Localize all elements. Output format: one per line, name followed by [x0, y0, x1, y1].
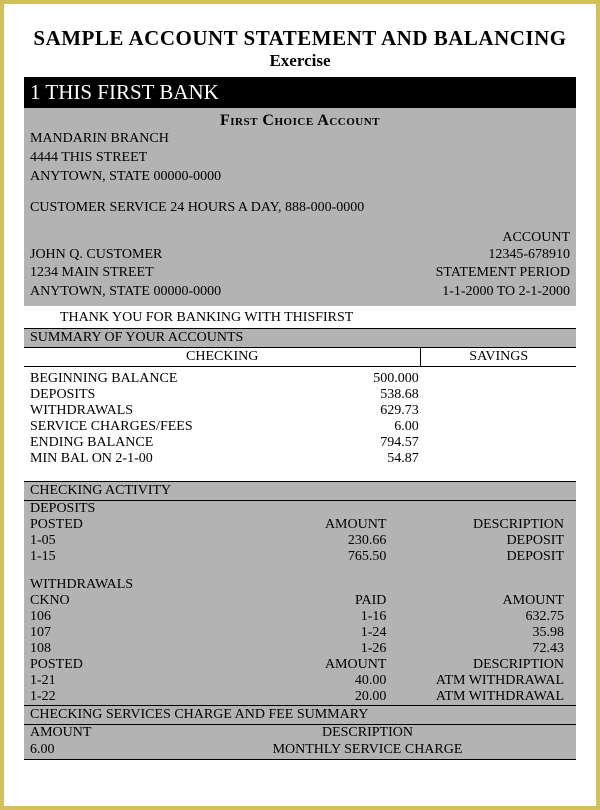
summary-tabs: CHECKING SAVINGS [24, 348, 576, 367]
branch-street: 4444 THIS STREET [30, 149, 570, 168]
fee-summary-header: CHECKING SERVICES CHARGE AND FEE SUMMARY [24, 705, 576, 725]
withdrawals-columns: CKNOPAIDAMOUNT [30, 593, 570, 609]
summary-row: ENDING BALANCE794.57 [30, 435, 570, 451]
summary-row: DEPOSITS538.68 [30, 387, 570, 403]
col-ckno: CKNO [30, 593, 224, 609]
cell: 40.00 [224, 673, 386, 689]
account-number: 12345-678910 [488, 246, 570, 265]
summary-label: SERVICE CHARGES/FEES [30, 419, 284, 435]
summary-row: BEGINNING BALANCE500.000 [30, 371, 570, 387]
account-type: First Choice Account [30, 112, 570, 130]
withdrawal-row: 1061-16632.75 [30, 609, 570, 625]
cell: 106 [30, 609, 224, 625]
cell: 107 [30, 625, 224, 641]
summary-body: BEGINNING BALANCE500.000 DEPOSITS538.68 … [24, 367, 576, 481]
cell: 1-16 [224, 609, 386, 625]
thanks-line: THANK YOU FOR BANKING WITH THISFIRST [24, 306, 576, 328]
withdrawal-row: 1-2140.00ATM WITHDRAWAL [30, 673, 570, 689]
deposits-header: DEPOSITS [24, 501, 576, 517]
col-amount: AMOUNT [30, 725, 165, 741]
summary-row: SERVICE CHARGES/FEES6.00 [30, 419, 570, 435]
customer-street: 1234 MAIN STREET [30, 264, 436, 283]
customer-city: ANYTOWN, STATE 00000-0000 [30, 283, 442, 302]
summary-label: DEPOSITS [30, 387, 284, 403]
summary-row: WITHDRAWALS629.73 [30, 403, 570, 419]
col-description: DESCRIPTION [386, 657, 570, 673]
withdrawals-columns-2: POSTEDAMOUNTDESCRIPTION [30, 657, 570, 673]
tab-savings: SAVINGS [421, 348, 576, 366]
cell: 35.98 [386, 625, 570, 641]
summary-value: 6.00 [284, 419, 419, 435]
withdrawals-header: WITHDRAWALS [24, 577, 576, 593]
doc-title: SAMPLE ACCOUNT STATEMENT AND BALANCING [24, 22, 576, 51]
summary-value: 500.000 [284, 371, 419, 387]
cell: 1-05 [30, 533, 224, 549]
withdrawal-row: 1071-2435.98 [30, 625, 570, 641]
deposits-columns: POSTEDAMOUNTDESCRIPTION [24, 517, 576, 533]
account-info-block: First Choice Account MANDARIN BRANCH 444… [24, 108, 576, 306]
cell: 1-22 [30, 689, 224, 705]
col-paid: PAID [224, 593, 386, 609]
deposit-row: 1-15765.50DEPOSIT [30, 549, 570, 565]
summary-label: BEGINNING BALANCE [30, 371, 284, 387]
cell: 20.00 [224, 689, 386, 705]
branch-city: ANYTOWN, STATE 00000-0000 [30, 168, 570, 187]
col-amount: AMOUNT [224, 517, 386, 533]
deposit-row: 1-05230.66DEPOSIT [30, 533, 570, 549]
col-amount: AMOUNT [224, 657, 386, 673]
summary-value: 629.73 [284, 403, 419, 419]
withdrawal-row: 1081-2672.43 [30, 641, 570, 657]
fee-description: MONTHLY SERVICE CHARGE [165, 742, 570, 758]
summary-label: MIN BAL ON 2-1-00 [30, 451, 284, 467]
summary-value: 54.87 [284, 451, 419, 467]
cell: DEPOSIT [386, 549, 570, 565]
cell: 632.75 [386, 609, 570, 625]
cell: ATM WITHDRAWAL [386, 689, 570, 705]
col-posted: POSTED [30, 517, 224, 533]
cell: 72.43 [386, 641, 570, 657]
customer-name: JOHN Q. CUSTOMER [30, 246, 488, 265]
cell: 1-15 [30, 549, 224, 565]
summary-header: SUMMARY OF YOUR ACCOUNTS [24, 328, 576, 348]
bank-header: 1 THIS FIRST BANK [24, 77, 576, 108]
summary-value: 538.68 [284, 387, 419, 403]
activity-header: CHECKING ACTIVITY [24, 481, 576, 501]
col-description: DESCRIPTION [386, 517, 570, 533]
fee-columns: AMOUNTDESCRIPTION [24, 725, 576, 742]
fee-amount: 6.00 [30, 742, 165, 758]
fee-row: 6.00MONTHLY SERVICE CHARGE [24, 742, 576, 760]
cell: 1-21 [30, 673, 224, 689]
cell: 230.66 [224, 533, 386, 549]
cell: ATM WITHDRAWAL [386, 673, 570, 689]
withdrawal-row: 1-2220.00ATM WITHDRAWAL [30, 689, 570, 705]
customer-service: CUSTOMER SERVICE 24 HOURS A DAY, 888-000… [30, 199, 570, 218]
account-label: ACCOUNT [502, 230, 570, 246]
cell: 765.50 [224, 549, 386, 565]
doc-subtitle: Exercise [24, 51, 576, 77]
tab-checking: CHECKING [24, 348, 421, 366]
col-amount: AMOUNT [386, 593, 570, 609]
col-description: DESCRIPTION [165, 725, 570, 741]
summary-label: WITHDRAWALS [30, 403, 284, 419]
summary-row: MIN BAL ON 2-1-0054.87 [30, 451, 570, 467]
cell: 1-26 [224, 641, 386, 657]
cell: 108 [30, 641, 224, 657]
cell: DEPOSIT [386, 533, 570, 549]
cell: 1-24 [224, 625, 386, 641]
col-posted: POSTED [30, 657, 224, 673]
period-label: STATEMENT PERIOD [436, 264, 570, 283]
branch-name: MANDARIN BRANCH [30, 130, 570, 149]
summary-label: ENDING BALANCE [30, 435, 284, 451]
period-value: 1-1-2000 TO 2-1-2000 [442, 283, 570, 302]
summary-value: 794.57 [284, 435, 419, 451]
